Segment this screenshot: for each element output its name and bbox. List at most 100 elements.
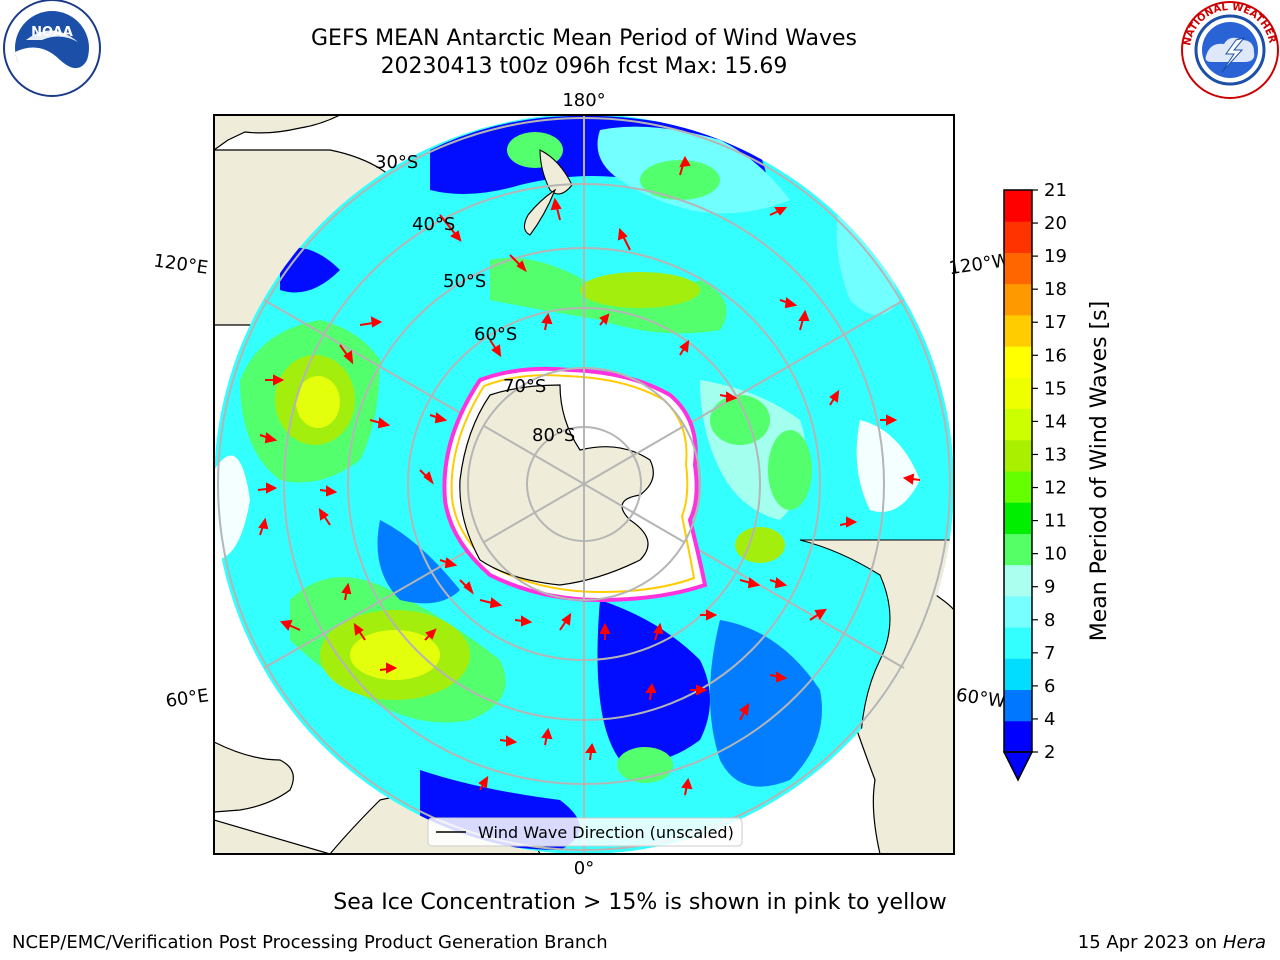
lon-label-120w: 120°W	[947, 250, 1011, 279]
arrow-36	[690, 684, 708, 696]
credit-left: NCEP/EMC/Verification Post Processing Pr…	[12, 932, 608, 953]
arrow-11	[265, 374, 285, 386]
arrow-30	[653, 622, 664, 641]
arrow-52	[429, 412, 448, 424]
arrow-29	[599, 622, 611, 640]
arrow-45	[880, 414, 898, 426]
credit-right: 15 Apr 2023 on Hera	[1078, 932, 1266, 953]
arrow-41	[478, 775, 489, 791]
colorbar-tick-label: 16	[1044, 345, 1067, 366]
colorbar-swatch	[1004, 377, 1032, 410]
arrow-16	[369, 417, 391, 429]
lon-label-60w: 60°W	[955, 685, 1007, 713]
graticule	[217, 115, 951, 854]
lat-label-30s: 30°S	[375, 152, 418, 173]
arrow-33	[769, 577, 788, 589]
colorbar-swatch	[1004, 627, 1032, 659]
arrow-20	[280, 619, 301, 631]
machine-name: Hera	[1222, 932, 1266, 953]
nws-ring-text: NATIONAL WEATHER SERVICE	[0, 0, 1278, 47]
colorbar-tick-label: 11	[1044, 511, 1067, 532]
colorbar-tick-label: 12	[1044, 478, 1067, 499]
latitude-labels: 30°S 40°S 50°S 60°S 70°S 80°S	[375, 152, 575, 446]
arrow-10	[359, 316, 383, 328]
arrow-39	[499, 735, 518, 747]
colorbar-swatch	[1004, 408, 1032, 441]
colorbar-tick-label: 21	[1044, 180, 1067, 201]
arrow-28	[559, 612, 572, 631]
lon-label-60e: 60°E	[164, 685, 210, 712]
colorbar-tick-label: 14	[1044, 411, 1067, 432]
colorbar-swatch	[1004, 221, 1032, 253]
arrow-8	[829, 389, 840, 406]
arrow-4	[679, 155, 691, 176]
arrow-44	[902, 473, 921, 485]
lon-label-120e: 120°E	[152, 250, 209, 278]
chart-title: GEFS MEAN Antarctic Mean Period of Wind …	[311, 26, 857, 51]
arrow-12	[259, 432, 278, 444]
map-legend: Wind Wave Direction (unscaled)	[427, 817, 743, 847]
colorbar-swatch	[1004, 471, 1032, 503]
arrow-50	[541, 312, 553, 331]
arrow-46	[839, 516, 858, 528]
colorbar-tick-label: 9	[1044, 577, 1055, 598]
lat-label-50s: 50°S	[443, 271, 486, 292]
colorbar-tick-label: 8	[1044, 610, 1055, 631]
arrow-26	[479, 597, 503, 609]
colorbar-swatch	[1004, 346, 1032, 378]
colorbar-tick-label: 19	[1044, 246, 1067, 267]
arrow-34	[809, 608, 827, 621]
sea-ice-note: Sea Ice Concentration > 15% is shown in …	[333, 890, 947, 915]
arrow-9	[779, 297, 798, 309]
arrow-47	[719, 391, 738, 403]
colorbar-swatch	[1004, 252, 1032, 285]
arrow-25	[459, 579, 474, 595]
colorbar-extend-min	[1002, 751, 1034, 782]
arrow-15	[339, 344, 354, 365]
arrow-17	[319, 485, 338, 497]
colorbar-tick-label: 18	[1044, 279, 1067, 300]
colorbar-swatch	[1004, 314, 1032, 347]
arrow-31	[700, 609, 718, 621]
lat-label-60s: 60°S	[474, 324, 517, 345]
colorbar-swatch	[1004, 595, 1032, 628]
arrow-7	[798, 309, 810, 331]
arrow-23	[379, 662, 398, 674]
map-frame	[213, 114, 955, 855]
noaa-logo: NOAA	[3, 0, 101, 97]
colorbar-swatch	[1004, 439, 1032, 472]
wind-wave-arrows	[257, 155, 921, 796]
colorbar-tick-label: 20	[1044, 213, 1067, 234]
antarctica	[442, 366, 708, 603]
arrow-38	[541, 727, 553, 746]
colorbar: 2 4 6 7 8 9 10 11 12 13 14 15 16 17 18 19 20 21 Mean Perio…	[1002, 180, 1112, 782]
colorbar-tick-label: 10	[1044, 544, 1067, 565]
colorbar-swatch	[1004, 502, 1032, 534]
arrow-35	[769, 671, 788, 683]
lat-label-40s: 40°S	[412, 214, 455, 235]
colorbar-tick-label: 15	[1044, 378, 1067, 399]
arrow-19	[341, 582, 352, 601]
arrow-5	[769, 207, 788, 216]
antarctic-ice-sheet	[459, 384, 654, 586]
colorbar-frame	[1003, 189, 1033, 753]
arrow-42	[681, 777, 693, 796]
arrow-18	[318, 507, 331, 526]
arrow-40	[585, 742, 597, 761]
lat-label-70s: 70°S	[503, 376, 546, 397]
colorbar-swatch	[1004, 720, 1032, 753]
continent-australia-top	[214, 115, 341, 151]
arrow-21	[353, 622, 366, 641]
colorbar-swatch	[1004, 190, 1032, 222]
legend-label: Wind Wave Direction (unscaled)	[478, 823, 734, 842]
arrow-53	[419, 469, 434, 485]
arrow-49	[599, 313, 610, 326]
colorbar-swatch	[1004, 658, 1032, 691]
lon-label-0: 0°	[574, 858, 594, 879]
arrow-6	[617, 227, 631, 251]
colorbar-tick-label: 17	[1044, 312, 1067, 333]
nws-logo: NATIONAL WEATHER SERVICE	[0, 0, 1279, 99]
colorbar-tick-label: 2	[1044, 742, 1055, 763]
colorbar-label: Mean Period of Wind Waves [s]	[1087, 301, 1112, 641]
arrow-22	[424, 628, 437, 641]
